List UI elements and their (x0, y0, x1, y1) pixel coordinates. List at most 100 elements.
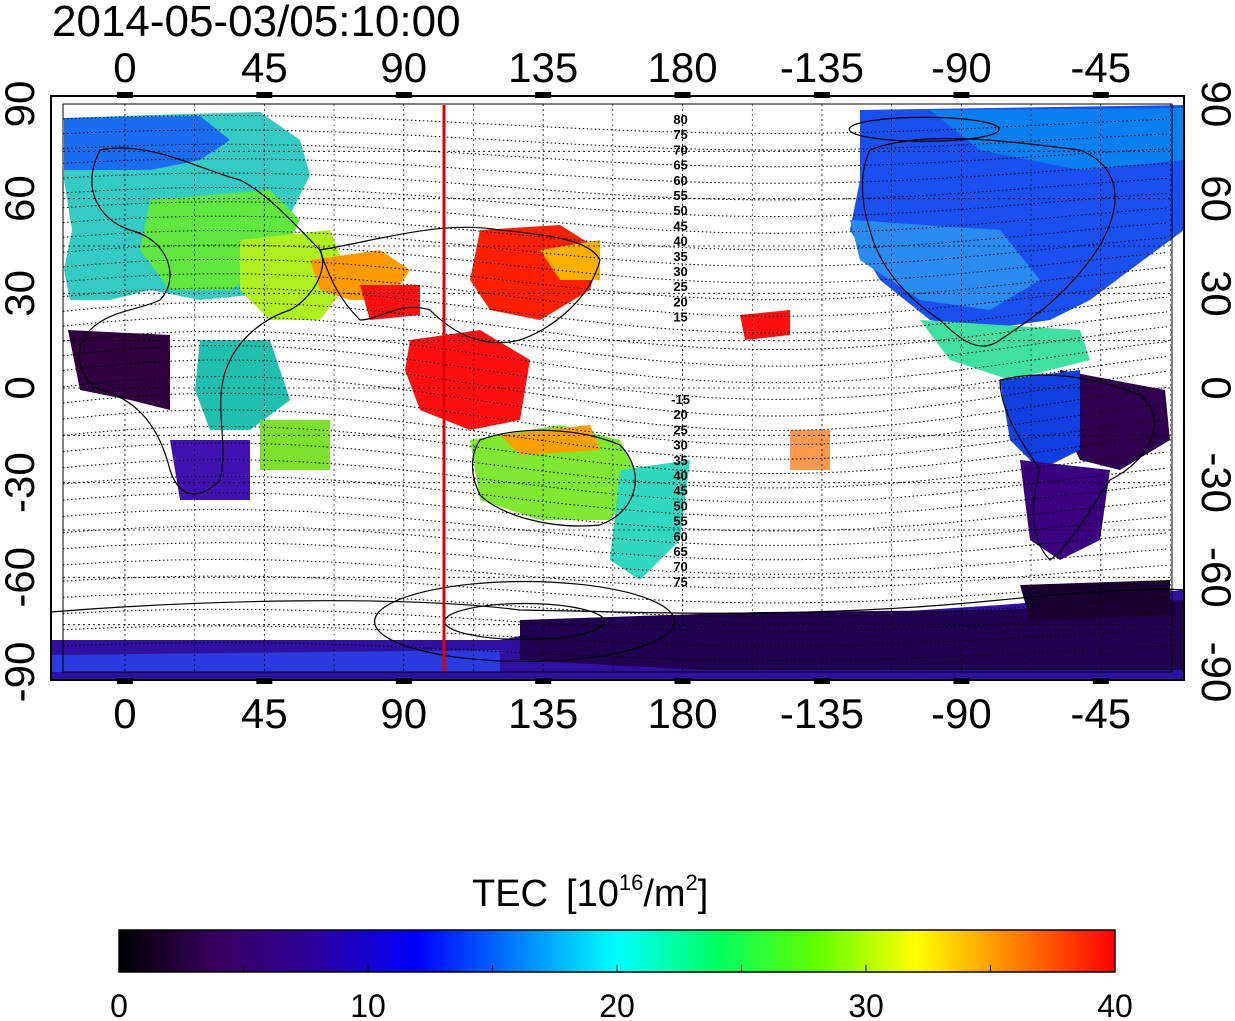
tick-mark (953, 92, 970, 98)
contour-label: 55 (673, 514, 687, 529)
magnetic-contour-line (62, 330, 1168, 384)
contour-label: 30 (673, 438, 687, 453)
tick-mark (535, 678, 552, 684)
longitude-tick-label-top: -90 (931, 44, 992, 91)
magnetic-contour-line (62, 359, 1168, 417)
magnetic-contour-line (62, 625, 1168, 647)
longitude-tick-label-bottom: -90 (931, 690, 992, 737)
contour-labels: 8075706560555045403530252015-15202530354… (671, 112, 690, 589)
coastline-south-america (999, 374, 1156, 561)
magnetic-contour-line (62, 442, 1168, 489)
latitude-tick-label-right: 60 (1193, 175, 1235, 222)
longitude-tick-label-top: 45 (241, 44, 288, 91)
colorbar-ticks: 0 10 20 30 40 (110, 965, 1133, 1021)
coastline-africa-europe (78, 147, 324, 495)
magnetic-contour-line (62, 258, 1168, 301)
magnetic-contour-line (62, 492, 1168, 532)
magnetic-contour-line (62, 608, 1168, 633)
magnetic-contour-line (62, 244, 1168, 284)
tec-region-antarctic-rim (51, 650, 500, 672)
tec-region-south-africa (170, 440, 250, 500)
contour-label: 20 (673, 294, 687, 309)
latitude-tick-label-left: 90 (0, 81, 43, 128)
contour-label: 40 (673, 468, 687, 483)
coastlines (51, 137, 1184, 614)
longitude-axis-top: 0 45 90 135 180 -135 -90 -45 (113, 44, 1131, 98)
contour-label: 50 (673, 203, 687, 218)
tec-region-east-africa (195, 340, 290, 430)
tec-region-south-pacific (790, 430, 830, 470)
colorbar-tick-label: 20 (599, 988, 635, 1021)
tick-mark (535, 92, 552, 98)
contour-label: 45 (673, 218, 687, 233)
latitude-tick-label-left: 0 (0, 376, 43, 399)
tick-mark (256, 678, 273, 684)
tick-mark (953, 678, 970, 684)
magnetic-contour-line (62, 302, 1168, 350)
longitude-tick-label-top: 0 (113, 44, 136, 91)
latitude-axis-left: 90 60 30 0 -30 -60 -90 (0, 81, 43, 703)
longitude-tick-label-bottom: 180 (648, 690, 718, 737)
latitude-tick-label-left: 30 (0, 270, 43, 317)
contour-label: 15 (673, 310, 687, 325)
longitude-tick-label-bottom: 0 (113, 690, 136, 737)
contour-label: 60 (673, 173, 687, 188)
contour-label: 40 (673, 234, 687, 249)
magnetic-contour-line (62, 575, 1168, 604)
latitude-tick-label-left: 60 (0, 175, 43, 222)
tec-region-west-africa (68, 330, 170, 410)
contour-label: 35 (673, 249, 687, 264)
tec-region-tasman (610, 460, 690, 580)
tec-region-patagonia (1020, 460, 1110, 560)
magnetic-contour-line (62, 392, 1168, 446)
contour-label: 55 (673, 188, 687, 203)
tick-mark (674, 92, 691, 98)
longitude-tick-label-top: -135 (780, 44, 864, 91)
latitude-tick-label-right: 30 (1193, 270, 1235, 317)
latitude-tick-label-left: -30 (0, 452, 43, 513)
timestamp-title: 2014-05-03/05:10:00 (52, 0, 461, 46)
coastline-antarctica (51, 588, 1184, 614)
longitude-tick-label-bottom: 45 (241, 690, 288, 737)
coastline-north-america (861, 137, 1116, 347)
contour-label: 50 (673, 498, 687, 513)
longitude-axis-bottom: 0 45 90 135 180 -135 -90 -45 (113, 678, 1131, 737)
tec-region-central-america (920, 320, 1090, 380)
magnetic-contour-line (62, 542, 1168, 575)
latitude-tick-label-left: -60 (0, 547, 43, 608)
tick-mark (256, 92, 273, 98)
magnetic-contour-line (62, 409, 1168, 460)
magnetic-contour-line (62, 129, 1168, 151)
magnetic-contour-line (62, 115, 1168, 134)
tick-mark (116, 678, 133, 684)
tick-mark (395, 92, 412, 98)
coastline-australia (471, 429, 636, 527)
tick-mark (1092, 92, 1109, 98)
contour-label: 75 (673, 127, 687, 142)
magnetic-contour-line (62, 215, 1168, 251)
longitude-tick-label-top: 135 (508, 44, 578, 91)
tick-mark (395, 678, 412, 684)
contour-label: 20 (673, 407, 687, 422)
tec-region-north-europe (64, 116, 230, 170)
tec-region-andes (1000, 370, 1080, 470)
latitude-tick-label-right: -60 (1193, 547, 1235, 608)
magnetic-contour-line (62, 273, 1168, 317)
tec-region-brazil (1060, 370, 1170, 470)
magnetic-contour-line (62, 172, 1168, 201)
contour-label: 60 (673, 529, 687, 544)
contour-label: 75 (673, 574, 687, 589)
tick-mark (813, 678, 830, 684)
south-magnetic-contour-outer (373, 580, 676, 663)
magnetic-contour-line (62, 345, 1168, 400)
magnetic-contour-line (62, 426, 1168, 474)
magnetic-contour-line (62, 143, 1168, 168)
contour-label: 70 (673, 142, 687, 157)
longitude-tick-label-top: 180 (648, 44, 718, 91)
tec-region-hawaii (740, 310, 790, 340)
colorbar-tick-label: 30 (848, 988, 884, 1021)
colorbar-tick-label: 10 (350, 988, 386, 1021)
colorbar-title: TEC [1016/m2] (472, 870, 708, 915)
contour-label: 45 (673, 483, 687, 498)
magnetic-contour-line (62, 376, 1168, 431)
